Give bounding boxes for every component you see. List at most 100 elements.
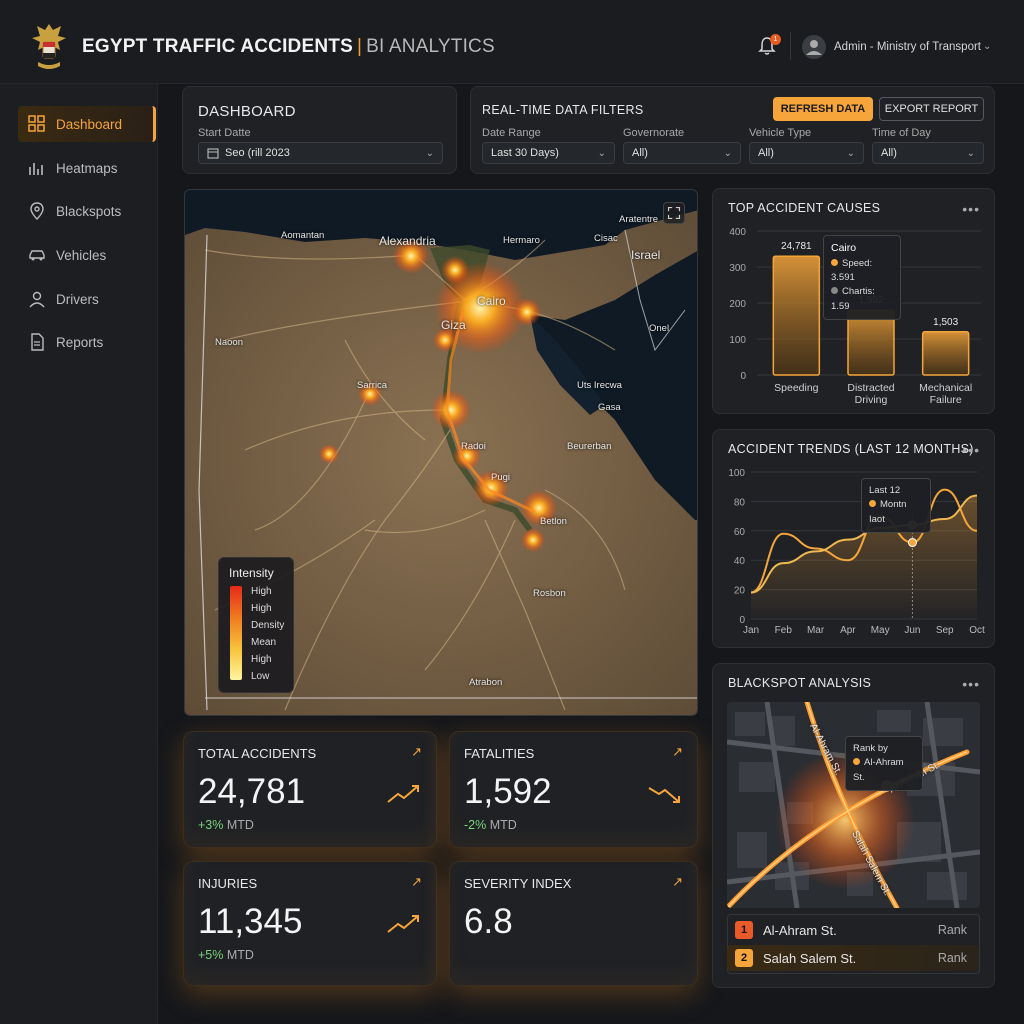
kpi-severity-index[interactable]: SEVERITY INDEX ↗ 6.8 bbox=[449, 861, 698, 986]
kpi-delta-value: +5% bbox=[198, 948, 224, 962]
bar-speeding[interactable] bbox=[772, 255, 821, 376]
sidebar-item-reports[interactable]: Reports bbox=[18, 324, 156, 360]
tooltip-line-text: Al-Ahram St. bbox=[853, 757, 904, 783]
bar-data-label: 1,503 bbox=[933, 317, 958, 328]
legend-item: Mean bbox=[251, 637, 277, 648]
rank-row[interactable]: 2 Salah Salem St. Rank bbox=[727, 945, 979, 971]
chevron-down-icon: ⌄ bbox=[425, 147, 434, 159]
refresh-data-button[interactable]: REFRESH DATA bbox=[773, 97, 873, 121]
sidebar-item-dashboard[interactable]: Dashboard bbox=[18, 106, 156, 142]
time-of-day-select[interactable]: All) ⌄ bbox=[872, 142, 984, 164]
rank-row[interactable]: 1 Al-Ahram St. Rank bbox=[727, 917, 979, 943]
user-menu-label[interactable]: Admin - Ministry of Transport bbox=[834, 41, 981, 53]
x-tick-label: Sep bbox=[936, 625, 954, 636]
user-avatar[interactable] bbox=[802, 35, 826, 59]
more-options-icon[interactable]: ••• bbox=[962, 201, 980, 217]
sidebar-item-drivers[interactable]: Drivers bbox=[18, 281, 156, 317]
x-tick-label: Apr bbox=[840, 625, 856, 636]
map-label-israel: Israel bbox=[631, 248, 661, 262]
kpi-value: 1,592 bbox=[464, 772, 552, 811]
date-range-label: Date Range bbox=[482, 127, 541, 139]
sidebar-item-heatmaps[interactable]: Heatmaps bbox=[18, 150, 156, 186]
start-date-label: Start Datte bbox=[198, 127, 251, 139]
sidebar-item-label: Reports bbox=[56, 334, 104, 350]
map-canvas[interactable] bbox=[185, 190, 698, 716]
y-tick-label: 200 bbox=[729, 299, 746, 310]
sidebar: Dashboard Heatmaps Blackspots Vehicles D… bbox=[0, 84, 158, 1024]
map-label-naoon: Naoon bbox=[215, 337, 243, 348]
legend-item: High bbox=[251, 654, 272, 665]
tooltip-line-text: Speed: 3.591 bbox=[831, 257, 873, 283]
kpi-delta-unit: MTD bbox=[489, 818, 517, 832]
accident-trends-panel: ACCIDENT TRENDS (LAST 12 MONTHS) ••• 100… bbox=[712, 429, 995, 648]
chevron-down-icon: ⌄ bbox=[723, 147, 732, 159]
trend-up-icon bbox=[387, 785, 419, 803]
kpi-fatalities[interactable]: FATALITIES ↗ 1,592 -2% MTD bbox=[449, 731, 698, 848]
location-pin-icon bbox=[30, 202, 44, 220]
map-label-amantan: Aomantan bbox=[281, 230, 325, 241]
app-title: EGYPT TRAFFIC ACCIDENTS | BI ANALYTICS bbox=[82, 36, 495, 58]
vehicle-type-select[interactable]: All) ⌄ bbox=[749, 142, 864, 164]
eagle-emblem-icon bbox=[32, 24, 66, 69]
blackspot-street-map[interactable]: Al-Ahram St. Al Ahram St. Salah Salem St… bbox=[727, 702, 980, 908]
x-tick-label-line: Distracted bbox=[847, 382, 894, 394]
arrow-up-right-icon: ↗ bbox=[411, 744, 422, 759]
sidebar-item-label: Heatmaps bbox=[56, 160, 118, 176]
kpi-title: FATALITIES bbox=[464, 746, 535, 761]
hover-point[interactable] bbox=[907, 538, 917, 548]
governorate-label: Governorate bbox=[623, 127, 685, 139]
trend-line-series-2[interactable] bbox=[750, 494, 978, 594]
arrow-up-right-icon: ↗ bbox=[411, 874, 422, 889]
kpi-title: TOTAL ACCIDENTS bbox=[198, 746, 317, 761]
x-tick-label: Jan bbox=[743, 625, 759, 636]
bar-data-label: 24,781 bbox=[781, 241, 812, 252]
tooltip-line-text: Chartis: 1.59 bbox=[831, 286, 875, 312]
trend-down-icon bbox=[648, 787, 680, 803]
map-label-onel: Onel bbox=[649, 323, 670, 334]
blackspot-tooltip: Rank by Al-Ahram St. bbox=[845, 736, 923, 791]
kpi-total-accidents[interactable]: TOTAL ACCIDENTS ↗ 24,781 +3% MTD bbox=[183, 731, 437, 848]
tooltip-line: Al-Ahram St. bbox=[853, 756, 915, 785]
bar-mechanical-failure[interactable] bbox=[921, 331, 970, 376]
sidebar-item-label: Dashboard bbox=[56, 116, 123, 132]
export-report-button[interactable]: EXPORT REPORT bbox=[879, 97, 984, 121]
x-tick-label-line: Speeding bbox=[774, 382, 819, 394]
x-tick-label: Oct bbox=[969, 625, 985, 636]
y-tick-label: 0 bbox=[739, 615, 745, 626]
governorate-select[interactable]: All) ⌄ bbox=[623, 142, 741, 164]
kpi-injuries[interactable]: INJURIES ↗ 11,345 +5% MTD bbox=[183, 861, 437, 986]
heatmap-map[interactable]: Aomantan Alexandria Hermaro Cisac Araten… bbox=[184, 189, 698, 716]
more-options-icon[interactable]: ••• bbox=[962, 442, 980, 458]
map-label-pugi: Pugi bbox=[491, 472, 511, 483]
map-label-betlon: Betlon bbox=[540, 516, 567, 527]
kpi-value: 11,345 bbox=[198, 902, 303, 941]
date-range-select[interactable]: Last 30 Days) ⌄ bbox=[482, 142, 615, 164]
kpi-title: INJURIES bbox=[198, 876, 258, 891]
filters-panel: REAL-TIME DATA FILTERS REFRESH DATA EXPO… bbox=[470, 86, 995, 174]
x-tick-label-line: Failure bbox=[930, 394, 962, 406]
x-tick-label: Feb bbox=[775, 625, 793, 636]
legend-color-scale bbox=[230, 586, 242, 680]
user-icon bbox=[29, 291, 45, 308]
rank-name: Salah Salem St. bbox=[763, 950, 857, 966]
more-options-icon[interactable]: ••• bbox=[962, 676, 980, 692]
map-label-sarrica: Sarrica bbox=[357, 380, 388, 391]
map-label-giza: Giza bbox=[441, 318, 466, 332]
sidebar-item-blackspots[interactable]: Blackspots bbox=[18, 193, 156, 229]
map-label-gasa: Gasa bbox=[598, 402, 621, 413]
x-tick-label: May bbox=[871, 625, 890, 636]
sidebar-item-vehicles[interactable]: Vehicles bbox=[18, 237, 156, 273]
expand-map-button[interactable] bbox=[663, 202, 685, 224]
causes-bar-chart: 400300200100024,781Speeding1,592Distract… bbox=[729, 227, 981, 406]
notification-badge: 1 bbox=[770, 34, 781, 45]
bar-distracted-driving[interactable] bbox=[847, 309, 895, 376]
map-label-hermaro: Hermaro bbox=[503, 235, 540, 246]
page-title: DASHBOARD bbox=[198, 103, 296, 120]
map-label-aratentre: Aratentre bbox=[619, 214, 659, 225]
sidebar-item-label: Vehicles bbox=[56, 247, 107, 263]
arrow-up-right-icon: ↗ bbox=[672, 874, 683, 889]
trends-title: ACCIDENT TRENDS (LAST 12 MONTHS) bbox=[728, 442, 974, 456]
start-date-picker[interactable]: Seo (rill 2023 ⌄ bbox=[198, 142, 443, 164]
chevron-down-icon[interactable]: ⌄ bbox=[983, 41, 992, 52]
causes-title: TOP ACCIDENT CAUSES bbox=[728, 201, 881, 215]
